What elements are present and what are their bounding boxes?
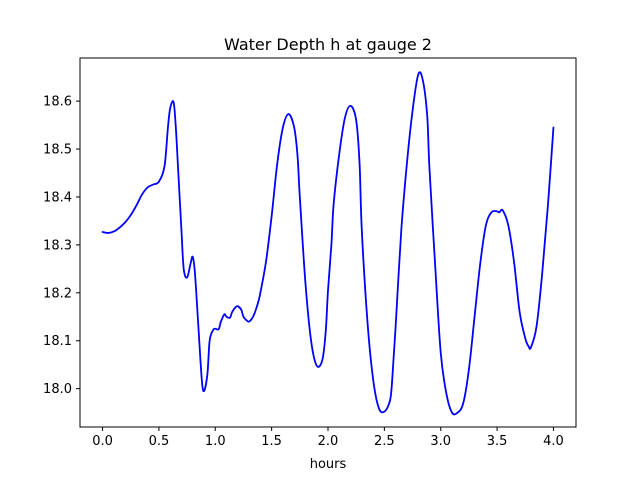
y-tick-label: 18.6	[43, 95, 72, 110]
plot-area	[79, 57, 577, 428]
x-tick-label: 2.0	[318, 434, 339, 449]
x-tick-label: 3.5	[487, 434, 508, 449]
x-tick-label: 1.5	[261, 434, 282, 449]
x-tick-label: 1.0	[205, 434, 226, 449]
y-tick-label: 18.3	[43, 238, 72, 253]
y-axis-ticks: 18.0 18.1 18.2 18.3 18.4 18.5 18.6	[43, 95, 80, 397]
x-tick-label: 2.5	[374, 434, 395, 449]
x-axis-ticks: 0.0 0.5 1.0 1.5 2.0 2.5 3.0 3.5 4.0	[92, 427, 564, 449]
chart-title: Water Depth h at gauge 2	[224, 35, 432, 54]
y-tick-label: 18.2	[43, 286, 72, 301]
y-tick-label: 18.5	[43, 143, 72, 158]
series-line	[101, 71, 555, 416]
x-tick-label: 0.5	[149, 434, 170, 449]
plot-frame	[79, 57, 577, 428]
x-tick-label: 4.0	[543, 434, 564, 449]
y-tick-label: 18.1	[43, 334, 72, 349]
x-axis-label: hours	[310, 457, 347, 472]
x-tick-label: 0.0	[92, 434, 113, 449]
x-tick-label: 3.0	[430, 434, 451, 449]
y-tick-label: 18.0	[43, 382, 72, 397]
y-tick-label: 18.4	[43, 190, 72, 205]
